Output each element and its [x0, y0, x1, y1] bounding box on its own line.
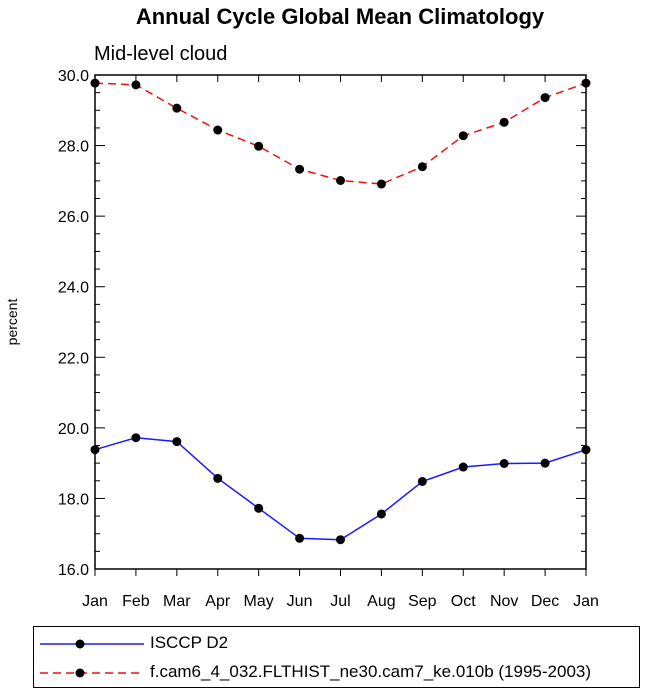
legend-label-cam: f.cam6_4_032.FLTHIST_ne30.cam7_ke.010b (…	[150, 662, 592, 681]
data-point	[295, 533, 305, 543]
data-point	[540, 458, 550, 468]
data-point	[254, 141, 264, 151]
y-tick-label: 30.0	[58, 68, 89, 85]
y-tick-label: 18.0	[58, 491, 89, 508]
data-point	[499, 117, 509, 127]
data-point	[336, 535, 345, 545]
series-line-0	[94, 436, 587, 541]
tick-labels: 16.0 18.0 20.0 22.0 24.0 26.0 28.0 30.0 Jan Feb Ma…	[58, 68, 599, 610]
x-tick-label: Aug	[367, 593, 395, 610]
series-layer	[90, 78, 591, 545]
data-point	[417, 476, 427, 486]
axis-ticks	[94, 74, 587, 576]
y-tick-label: 24.0	[58, 280, 89, 297]
data-point	[213, 125, 223, 135]
data-point	[131, 433, 141, 443]
data-point	[172, 437, 182, 447]
chart-title: Annual Cycle Global Mean Climatology	[136, 4, 545, 29]
data-point	[172, 103, 182, 113]
legend-line-cam	[40, 668, 144, 678]
y-tick-label: 26.0	[58, 209, 89, 226]
data-point	[131, 80, 141, 90]
chart-subtitle: Mid-level cloud	[94, 43, 227, 65]
data-point	[295, 164, 305, 174]
x-tick-label: Oct	[451, 593, 476, 610]
data-point	[458, 131, 468, 141]
data-point	[417, 162, 427, 172]
data-point	[213, 473, 223, 483]
x-tick-label: Jun	[287, 593, 313, 610]
chart-svg: Annual Cycle Global Mean Climatology Mid…	[4, 4, 599, 610]
x-tick-label: Jan	[82, 593, 108, 610]
x-tick-label: Dec	[531, 593, 559, 610]
data-point	[499, 458, 509, 468]
x-tick-label: Apr	[205, 593, 231, 610]
x-tick-label: Sep	[408, 593, 437, 610]
data-point	[458, 462, 468, 472]
data-point	[336, 176, 345, 186]
x-tick-label: Feb	[122, 593, 150, 610]
data-point	[540, 93, 550, 103]
legend-entry-isccp: ISCCP D2	[34, 632, 639, 656]
plot-frame	[94, 74, 587, 570]
y-tick-label: 22.0	[58, 350, 89, 367]
x-tick-label: May	[244, 593, 274, 610]
legend-entry-cam: f.cam6_4_032.FLTHIST_ne30.cam7_ke.010b (…	[34, 661, 639, 685]
x-tick-label: Jul	[330, 593, 350, 610]
legend-label-isccp: ISCCP D2	[150, 633, 229, 652]
y-tick-label: 28.0	[58, 139, 89, 156]
legend-line-isccp	[40, 639, 144, 649]
data-point	[254, 503, 264, 513]
data-point	[376, 179, 386, 189]
legend: ISCCP D2 f.cam6_4_032.FLTHIST_ne30.cam7_…	[33, 626, 640, 688]
x-tick-label: Mar	[163, 593, 191, 610]
series-line-1	[94, 82, 587, 185]
y-axis-label: percent	[4, 299, 20, 346]
data-point	[376, 509, 386, 519]
x-tick-label: Jan	[573, 593, 599, 610]
x-tick-label: Nov	[490, 593, 518, 610]
y-tick-label: 16.0	[58, 562, 89, 579]
y-tick-label: 20.0	[58, 421, 89, 438]
